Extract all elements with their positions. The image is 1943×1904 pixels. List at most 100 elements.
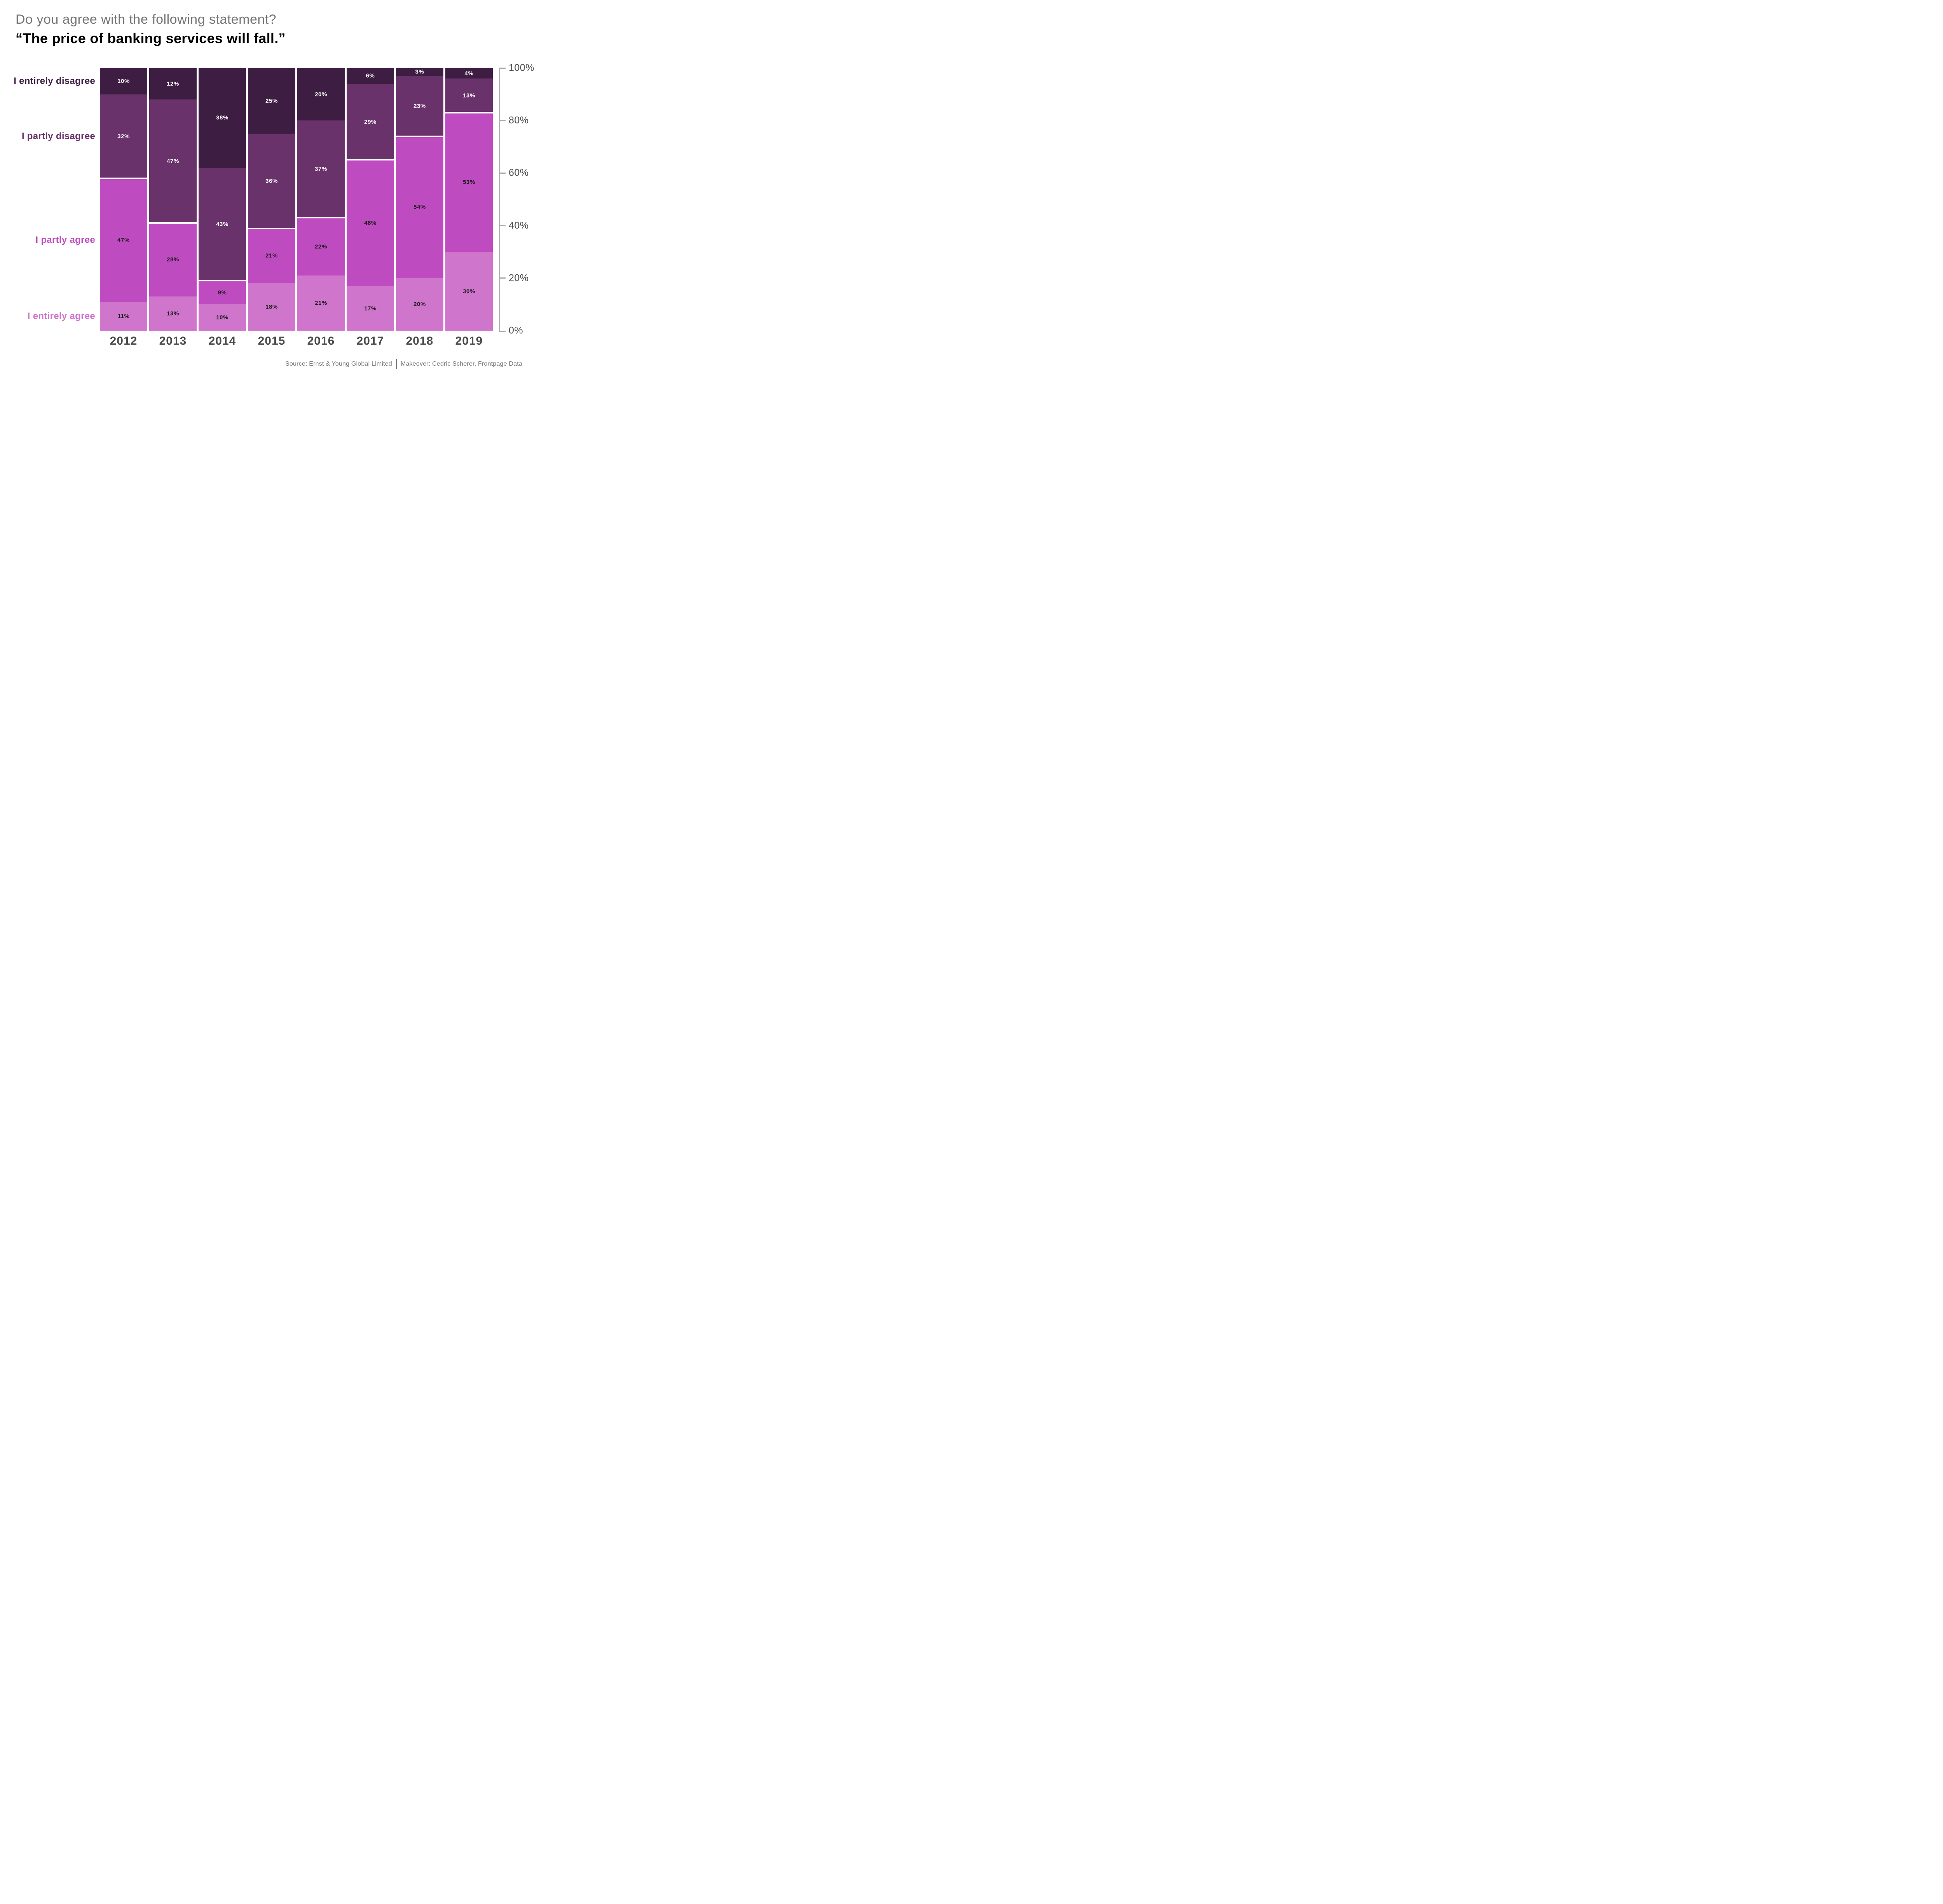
bar-segment: 6% xyxy=(347,68,394,84)
bar-segment: 38% xyxy=(199,68,246,168)
segment-label: 18% xyxy=(265,303,278,310)
segment-label: 6% xyxy=(366,72,375,79)
segment-label: 43% xyxy=(216,221,228,228)
group-divider xyxy=(445,112,493,113)
y-axis-tick-label: 40% xyxy=(509,220,529,231)
group-divider xyxy=(199,280,246,282)
y-axis-tick-label: 100% xyxy=(509,62,534,73)
bar-segment: 47% xyxy=(149,99,197,223)
x-axis-label-2013: 2013 xyxy=(159,335,187,347)
legend-label-i-entirely-disagree: I entirely disagree xyxy=(14,75,95,86)
y-axis-tick-label: 80% xyxy=(509,115,529,126)
x-axis-label-2012: 2012 xyxy=(110,335,138,347)
bar-segment: 13% xyxy=(149,296,197,331)
bar-segment: 11% xyxy=(100,302,147,331)
bar-segment: 28% xyxy=(149,223,197,297)
bar-segment: 37% xyxy=(297,120,345,218)
segment-label: 54% xyxy=(413,204,426,211)
legend-label-i-partly-agree: I partly agree xyxy=(35,234,95,245)
chart-statement: “The price of banking services will fall… xyxy=(16,30,286,46)
y-axis-tick-label: 60% xyxy=(509,167,529,178)
bar-segment: 4% xyxy=(445,68,493,79)
legend-label-i-entirely-agree: I entirely agree xyxy=(27,310,95,321)
group-divider xyxy=(248,227,295,229)
segment-label: 13% xyxy=(463,92,475,99)
segment-label: 20% xyxy=(315,91,327,98)
segment-label: 11% xyxy=(117,313,130,320)
y-axis-tick-label: 0% xyxy=(509,325,523,336)
x-axis-label-2018: 2018 xyxy=(406,335,434,347)
segment-label: 30% xyxy=(463,288,475,295)
group-divider xyxy=(297,217,345,219)
bar-segment: 17% xyxy=(347,286,394,331)
bar-segment: 12% xyxy=(149,68,197,100)
segment-label: 32% xyxy=(117,133,130,140)
segment-label: 37% xyxy=(315,166,327,173)
bar-segment: 18% xyxy=(248,283,295,331)
bar-segment: 20% xyxy=(297,68,345,121)
y-axis-line xyxy=(499,68,500,332)
x-axis-label-2017: 2017 xyxy=(356,335,384,347)
bar-segment: 21% xyxy=(248,228,295,284)
bar-segment: 36% xyxy=(248,134,295,228)
legend-label-i-partly-disagree: I partly disagree xyxy=(21,131,95,141)
segment-label: 13% xyxy=(167,310,179,317)
segment-label: 47% xyxy=(167,158,179,165)
bar-segment: 54% xyxy=(396,136,443,278)
x-axis-label-2014: 2014 xyxy=(208,335,236,347)
group-divider xyxy=(149,222,197,224)
group-divider xyxy=(100,178,147,179)
bar-segment: 30% xyxy=(445,252,493,331)
title-block: Do you agree with the following statemen… xyxy=(16,12,286,47)
bar-segment: 53% xyxy=(445,112,493,252)
bar-segment: 21% xyxy=(297,275,345,331)
segment-label: 10% xyxy=(216,314,228,321)
segment-label: 10% xyxy=(117,78,130,85)
bar-segment: 22% xyxy=(297,218,345,276)
x-axis-label-2015: 2015 xyxy=(258,335,286,347)
y-axis-tick xyxy=(499,120,506,121)
bar-segment: 10% xyxy=(100,68,147,94)
group-divider xyxy=(396,136,443,137)
segment-label: 21% xyxy=(315,300,327,307)
chart-question: Do you agree with the following statemen… xyxy=(16,12,277,27)
y-axis-tick xyxy=(499,277,506,279)
bar-segment: 3% xyxy=(396,68,443,76)
y-axis-tick xyxy=(499,172,506,174)
segment-label: 21% xyxy=(265,252,278,259)
group-divider xyxy=(347,159,394,161)
source-text: Source: Ernst & Young Global Limited xyxy=(285,361,392,367)
segment-label: 28% xyxy=(167,256,179,263)
segment-label: 53% xyxy=(463,179,475,186)
makeover-text: Makeover: Cedric Scherer, Frontpage Data xyxy=(400,361,522,367)
bar-segment: 25% xyxy=(248,68,295,134)
segment-label: 17% xyxy=(364,305,377,312)
bar-segment: 29% xyxy=(347,84,394,160)
segment-label: 22% xyxy=(315,243,327,250)
bar-segment: 23% xyxy=(396,76,443,136)
y-axis-tick xyxy=(499,225,506,227)
chart-canvas: Do you agree with the following statemen… xyxy=(0,0,544,381)
segment-label: 9% xyxy=(218,289,227,296)
y-axis-tick-label: 20% xyxy=(509,272,529,284)
x-axis-label-2016: 2016 xyxy=(307,335,335,347)
bar-segment: 47% xyxy=(100,178,147,302)
segment-label: 20% xyxy=(413,301,426,308)
separator-bar xyxy=(396,359,397,369)
segment-label: 12% xyxy=(167,80,179,87)
segment-label: 48% xyxy=(364,220,377,227)
bar-segment: 20% xyxy=(396,278,443,331)
segment-label: 23% xyxy=(413,103,426,110)
segment-label: 29% xyxy=(364,119,377,126)
bar-segment: 43% xyxy=(199,167,246,281)
bar-segment: 32% xyxy=(100,94,147,178)
segment-label: 4% xyxy=(464,70,474,77)
source-note: Source: Ernst & Young Global Limited Mak… xyxy=(285,359,522,369)
segment-label: 47% xyxy=(117,237,130,244)
x-axis-label-2019: 2019 xyxy=(455,335,483,347)
bar-segment: 13% xyxy=(445,78,493,113)
y-axis-tick xyxy=(499,67,506,69)
y-axis-tick xyxy=(499,331,506,332)
segment-label: 38% xyxy=(216,114,228,121)
bar-segment: 48% xyxy=(347,160,394,286)
